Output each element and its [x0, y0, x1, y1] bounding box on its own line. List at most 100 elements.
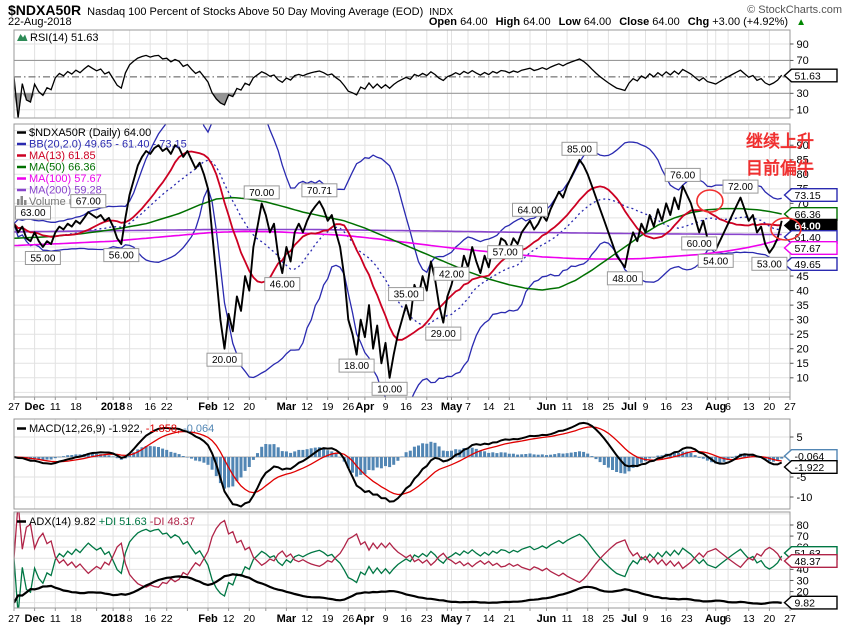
svg-text:72.00: 72.00	[728, 182, 753, 193]
svg-text:14: 14	[483, 613, 495, 625]
svg-text:26: 26	[342, 401, 354, 413]
callout-box	[70, 194, 107, 209]
callout-box	[561, 141, 598, 156]
volume-bars-icon	[17, 199, 20, 205]
ma13-line	[14, 150, 782, 341]
svg-text:11: 11	[562, 401, 573, 413]
svg-text:70.71: 70.71	[307, 186, 332, 197]
bollinger-upper	[14, 124, 782, 274]
svg-text:42.00: 42.00	[439, 269, 464, 280]
svg-text:12: 12	[301, 401, 313, 413]
callout-box	[103, 248, 140, 263]
axis-value-box	[783, 554, 838, 568]
svg-text:80: 80	[797, 169, 809, 181]
svg-text:13: 13	[743, 401, 755, 413]
svg-text:35: 35	[797, 300, 809, 312]
axis-value-box	[783, 595, 838, 610]
svg-text:20: 20	[243, 613, 255, 625]
svg-text:RSI(14) 51.63: RSI(14) 51.63	[30, 32, 98, 44]
svg-text:23: 23	[421, 401, 433, 413]
svg-text:10: 10	[797, 373, 809, 385]
svg-text:18.00: 18.00	[344, 361, 369, 372]
svg-text:27: 27	[784, 401, 796, 413]
quote-high: High 64.00	[495, 16, 551, 28]
callout-box	[338, 358, 375, 373]
svg-text:20: 20	[797, 586, 809, 598]
ma50-line	[14, 196, 782, 291]
svg-text:Mar: Mar	[277, 613, 297, 625]
axis-value-box	[783, 68, 838, 83]
svg-text:18: 18	[582, 401, 594, 413]
rsi-line	[14, 54, 783, 118]
price-callouts: 63.00 55.00 67.00 56.00 20.00 70.00 46.00 70.71…	[15, 141, 788, 396]
svg-text:12: 12	[301, 613, 313, 625]
callout-box	[206, 352, 243, 367]
quote-open: Open 64.00	[428, 16, 488, 28]
svg-text:16: 16	[144, 613, 156, 625]
svg-text:9.82: 9.82	[795, 597, 816, 609]
axis-value-box	[783, 460, 838, 474]
svg-text:76.00: 76.00	[670, 170, 695, 181]
svg-text:60.00: 60.00	[687, 239, 712, 250]
svg-text:MA(100) 57.67: MA(100) 57.67	[29, 173, 102, 185]
callout-box	[681, 236, 718, 251]
chart-title: Nasdaq 100 Percent of Stocks Above 50 Da…	[87, 6, 424, 18]
svg-text:11: 11	[50, 401, 61, 413]
svg-text:90: 90	[797, 140, 809, 152]
callout-box	[425, 326, 462, 341]
svg-text:BB(20,2.0) 49.65 - 61.40 - 73.: BB(20,2.0) 49.65 - 61.40 - 73.15	[29, 139, 187, 151]
adx-line	[14, 573, 782, 606]
annotation-circle	[696, 189, 724, 213]
svg-text:ADX(14) 9.82 +DI 51.63 -DI 48.: ADX(14) 9.82 +DI 51.63 -DI 48.37	[29, 516, 195, 528]
svg-text:Jun: Jun	[537, 613, 557, 625]
svg-text:8: 8	[127, 613, 133, 625]
svg-text:21: 21	[503, 401, 515, 413]
svg-text:21: 21	[503, 613, 515, 625]
svg-text:Apr: Apr	[355, 613, 375, 625]
svg-text:19: 19	[322, 401, 334, 413]
svg-text:5: 5	[797, 432, 803, 444]
macd-panel	[14, 421, 784, 508]
callout-box	[664, 167, 701, 182]
svg-text:54.00: 54.00	[703, 256, 728, 267]
svg-text:MA(50) 66.36: MA(50) 66.36	[29, 162, 96, 174]
svg-text:40: 40	[797, 285, 809, 297]
svg-text:11: 11	[562, 613, 573, 625]
svg-text:48.37: 48.37	[795, 556, 821, 568]
svg-text:Apr: Apr	[355, 401, 375, 413]
svg-text:-5: -5	[797, 472, 807, 484]
axis-value-box	[783, 241, 838, 255]
svg-text:57.67: 57.67	[795, 243, 821, 255]
svg-text:12: 12	[223, 613, 235, 625]
svg-text:51.63: 51.63	[795, 70, 821, 82]
svg-text:Dec: Dec	[25, 613, 45, 625]
svg-text:6: 6	[725, 401, 731, 413]
svg-text:-1.922: -1.922	[795, 462, 825, 474]
svg-text:Jun: Jun	[537, 401, 557, 413]
svg-text:90: 90	[797, 39, 809, 51]
annotation-text: 目前偏牛	[746, 158, 814, 178]
svg-text:70.00: 70.00	[249, 188, 274, 199]
quote-close: Close 64.00	[619, 16, 680, 28]
svg-text:Aug: Aug	[705, 401, 726, 413]
copyright: © StockCharts.com	[747, 4, 842, 16]
svg-text:30: 30	[797, 88, 809, 100]
svg-text:55.00: 55.00	[30, 253, 55, 264]
svg-text:48.00: 48.00	[612, 274, 637, 285]
bollinger-lower	[14, 186, 782, 397]
callout-box	[606, 271, 643, 286]
svg-text:25: 25	[603, 401, 615, 413]
svg-text:9: 9	[383, 401, 389, 413]
annotation-circle	[770, 217, 802, 241]
chart-date: 22-Aug-2018	[8, 16, 72, 28]
svg-text:18: 18	[70, 401, 82, 413]
svg-text:16: 16	[400, 613, 412, 625]
svg-text:-10: -10	[797, 492, 813, 504]
svg-text:9: 9	[383, 613, 389, 625]
svg-text:63.00: 63.00	[20, 208, 45, 219]
exchange-label: INDX	[429, 7, 454, 18]
svg-text:61.40: 61.40	[795, 232, 821, 244]
adx-panel	[14, 512, 783, 608]
